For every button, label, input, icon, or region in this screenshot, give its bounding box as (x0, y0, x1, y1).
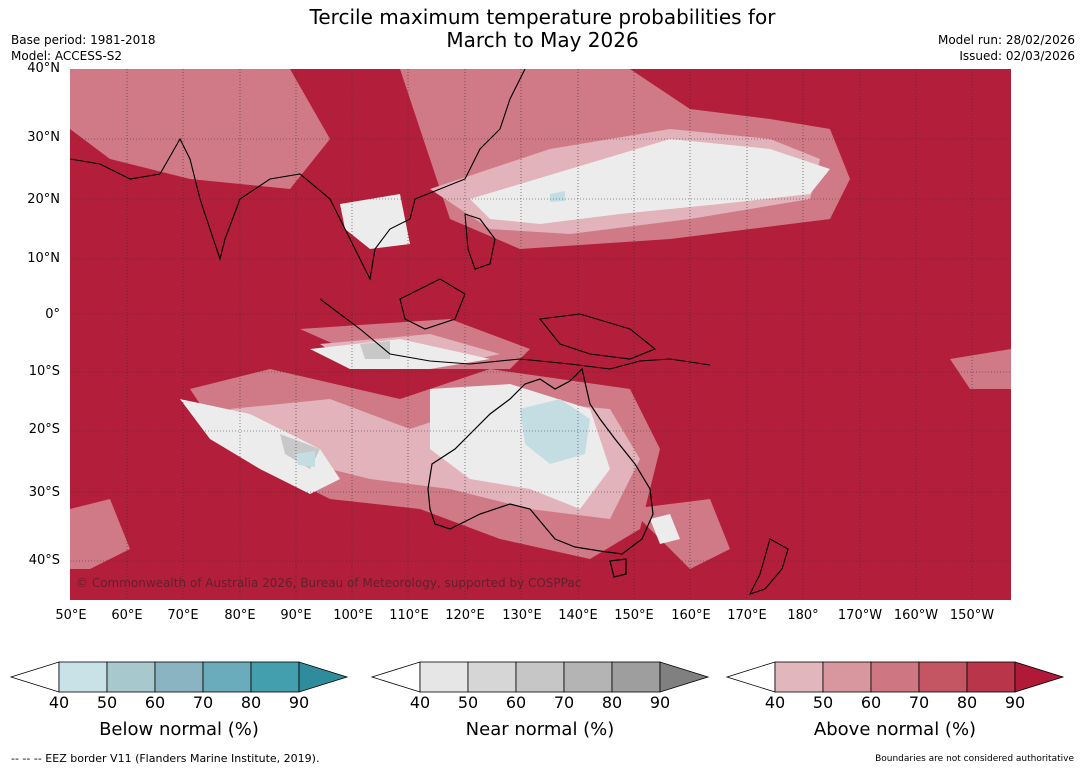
colorbar-swatch (870, 661, 920, 693)
lat-label-20s: 20°S (28, 422, 60, 437)
lon-label-160w: 160°W (893, 608, 939, 623)
colorbar-swatch (563, 661, 613, 693)
boundary-disclaimer: Boundaries are not considered authoritat… (875, 754, 1074, 764)
map-canvas (70, 69, 1011, 600)
base-period-text: Base period: 1981-2018 (11, 33, 156, 47)
above-tick-80: 80 (956, 693, 978, 712)
below-tick-90: 90 (288, 693, 310, 712)
australia-coastline (427, 367, 654, 555)
lon-label-130e: 130°E (502, 608, 542, 623)
above-tick-50: 50 (812, 693, 834, 712)
near-tick-40: 40 (409, 693, 431, 712)
above-tick-90: 90 (1004, 693, 1026, 712)
above-tick-40: 40 (764, 693, 786, 712)
png-coastline (538, 313, 657, 360)
lon-label-120e: 120°E (445, 608, 485, 623)
below-tick-70: 70 (192, 693, 214, 712)
eez-border-note: -- -- -- EEZ border V11 (Flanders Marine… (11, 752, 320, 765)
lat-label-30s: 30°S (28, 485, 60, 500)
lon-label-50e: 50°E (55, 608, 87, 623)
above-tick-70: 70 (908, 693, 930, 712)
tasmania-coastline (609, 558, 627, 578)
model-text: Model: ACCESS-S2 (11, 49, 123, 63)
below-normal-regions (295, 191, 590, 467)
below-tick-80: 80 (240, 693, 262, 712)
map-title-line2: March to May 2026 (446, 28, 639, 52)
lon-label-140e: 140°E (558, 608, 598, 623)
colorbar-swatch (918, 661, 968, 693)
lon-label-150e: 150°E (614, 608, 654, 623)
colorbar-extend-high (298, 661, 349, 693)
near-tick-70: 70 (553, 693, 575, 712)
lon-label-100e: 100°E (333, 608, 373, 623)
colorbar-swatch (154, 661, 204, 693)
lat-label-10n: 10°N (27, 251, 60, 266)
new-zealand-coastline (748, 538, 789, 595)
near-normal-colorbar-swatches (370, 661, 710, 693)
header-right: Model run: 28/02/2026 Issued: 02/03/2026 (938, 32, 1075, 64)
colorbar-extend-low (370, 661, 421, 693)
colorbar-extend-high (659, 661, 710, 693)
lon-label-70e: 70°E (167, 608, 199, 623)
lat-label-10s: 10°S (28, 364, 60, 379)
colorbar-extend-high (1014, 661, 1065, 693)
colorbar-swatch (202, 661, 252, 693)
lon-label-180: 180° (787, 608, 819, 623)
colorbar-extend-low (9, 661, 60, 693)
colorbar-extend-low (725, 661, 776, 693)
lon-label-80e: 80°E (224, 608, 256, 623)
colorbar-swatch (467, 661, 517, 693)
near-normal-colorbar (370, 661, 710, 693)
lat-label-40s: 40°S (28, 553, 60, 568)
below-normal-colorbar (9, 661, 349, 693)
below-tick-50: 50 (96, 693, 118, 712)
colorbar-swatch (106, 661, 156, 693)
above-normal-colorbar-swatches (725, 661, 1065, 693)
lon-label-90e: 90°E (280, 608, 312, 623)
below-tick-40: 40 (48, 693, 70, 712)
colorbar-swatch (515, 661, 565, 693)
near-tick-60: 60 (505, 693, 527, 712)
lon-label-170e: 170°E (727, 608, 767, 623)
issued-text: Issued: 02/03/2026 (959, 49, 1075, 63)
colorbar-swatch (419, 661, 469, 693)
model-run-text: Model run: 28/02/2026 (937, 33, 1075, 47)
colorbar-swatch (58, 661, 108, 693)
colorbar-swatch (774, 661, 824, 693)
map-graticule (70, 69, 1011, 600)
colorbar-swatch (250, 661, 300, 693)
near-tick-90: 90 (649, 693, 671, 712)
indonesia-coastline (319, 298, 711, 370)
near-tick-50: 50 (457, 693, 479, 712)
near-normal-regions (180, 139, 830, 544)
colorbar-swatch (822, 661, 872, 693)
asia-coastline (70, 69, 526, 281)
near-tick-80: 80 (601, 693, 623, 712)
above-tick-60: 60 (860, 693, 882, 712)
lat-label-30n: 30°N (27, 130, 60, 145)
lat-label-20n: 20°N (27, 192, 60, 207)
below-normal-colorbar-swatches (9, 661, 349, 693)
colorbar-swatch (611, 661, 661, 693)
lon-label-110e: 110°E (389, 608, 429, 623)
lon-label-150w: 150°W (949, 608, 995, 623)
lat-label-40n: 40°N (27, 61, 60, 76)
lon-label-60e: 60°E (111, 608, 143, 623)
above-normal-colorbar (725, 661, 1065, 693)
map-title-line1: Tercile maximum temperature probabilitie… (309, 5, 776, 29)
lon-label-170w: 170°W (837, 608, 883, 623)
copyright-notice: © Commonwealth of Australia 2026, Bureau… (76, 576, 582, 590)
lon-label-160e: 160°E (671, 608, 711, 623)
header-left: Base period: 1981-2018 Model: ACCESS-S2 (11, 32, 156, 64)
above-normal-title: Above normal (%) (813, 719, 977, 740)
near-normal-title: Near normal (%) (465, 719, 615, 740)
below-tick-60: 60 (144, 693, 166, 712)
below-normal-title: Below normal (%) (99, 719, 259, 740)
colorbar-swatch (966, 661, 1016, 693)
lat-label-0: 0° (45, 307, 60, 322)
borneo-coastline (399, 278, 466, 330)
philippines-coastline (464, 213, 496, 270)
probability-map: © Commonwealth of Australia 2026, Bureau… (70, 69, 1011, 600)
